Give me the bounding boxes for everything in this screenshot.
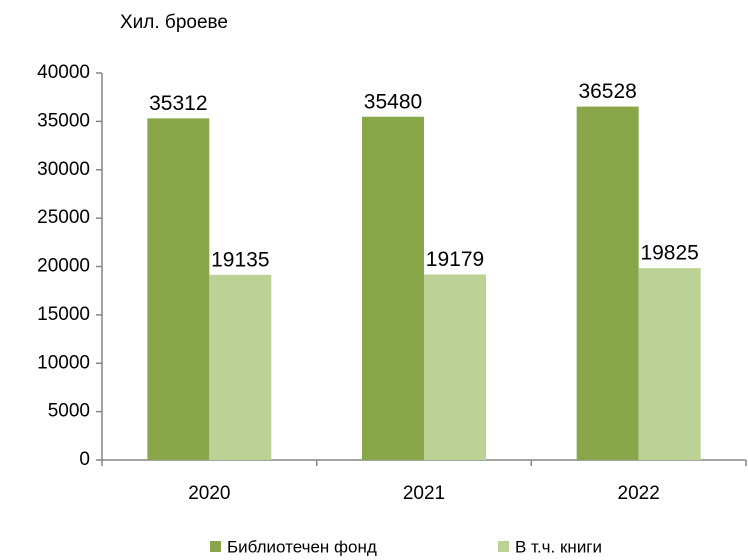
y-tick-label: 30000: [37, 159, 90, 180]
bar: [147, 118, 210, 461]
data-label: 35480: [364, 90, 422, 113]
bar: [638, 268, 701, 460]
y-tick-label: 5000: [48, 401, 90, 422]
bar: [424, 274, 486, 460]
bar: [209, 274, 272, 460]
y-axis-label: Хил. броеве: [120, 12, 228, 33]
data-label: 19825: [640, 242, 698, 265]
data-label: 36528: [578, 80, 636, 103]
x-tick-label: 2022: [618, 483, 660, 504]
legend-label: Библиотечен фонд: [227, 537, 377, 556]
legend-swatch: [498, 541, 509, 552]
y-tick-label: 40000: [37, 62, 90, 83]
data-label: 35312: [149, 92, 207, 115]
y-tick-label: 20000: [37, 256, 90, 277]
legend-swatch: [210, 541, 221, 552]
y-tick-label: 15000: [37, 304, 90, 325]
bar: [576, 106, 639, 460]
data-label: 19135: [211, 248, 269, 271]
data-label: 19179: [426, 248, 484, 271]
y-tick-label: 35000: [37, 110, 90, 131]
y-tick-label: 25000: [37, 207, 90, 228]
y-tick-label: 10000: [37, 352, 90, 373]
y-tick-label: 0: [79, 449, 90, 470]
legend-label: В т.ч. книги: [515, 537, 602, 556]
x-tick-label: 2020: [188, 483, 230, 504]
x-tick-label: 2021: [403, 483, 445, 504]
bar: [362, 116, 424, 460]
